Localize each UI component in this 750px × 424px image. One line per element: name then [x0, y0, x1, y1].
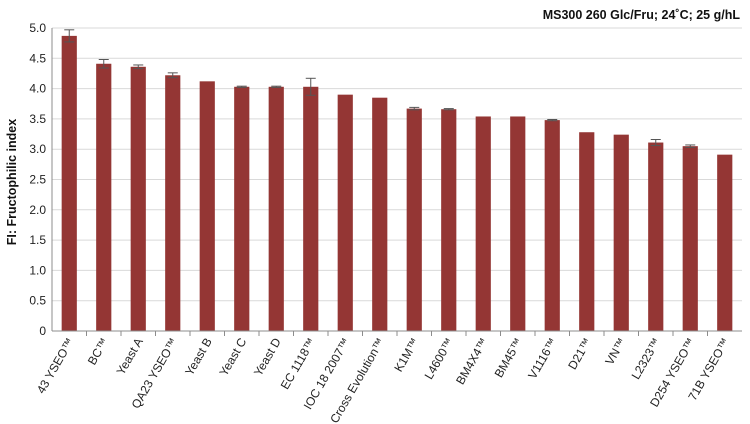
- bar: [406, 108, 422, 332]
- bar: [613, 134, 629, 331]
- y-tick-labels: 0 0.5 1.0 1.5 2.0 2.5 3.0 3.5 4.0 4.5 5.0: [29, 21, 46, 338]
- bar: [165, 75, 181, 331]
- bar: [372, 97, 388, 331]
- bar: [268, 86, 284, 331]
- bar: [544, 120, 560, 331]
- y-tick-label: 2.0: [29, 203, 46, 217]
- y-tick-label: 4.5: [29, 51, 46, 65]
- y-tick-label: 1.0: [29, 263, 46, 277]
- error-bar: [409, 106, 420, 111]
- error-bar: [547, 119, 558, 122]
- error-bar: [236, 85, 247, 88]
- y-tick-label: 0: [39, 324, 46, 338]
- y-tick-label: 3.0: [29, 142, 46, 156]
- y-tick-label: 3.5: [29, 112, 46, 126]
- x-tick-label: Yeast A: [114, 336, 146, 378]
- x-tick-label: Yeast B: [182, 336, 215, 378]
- error-bar: [443, 108, 454, 111]
- bar: [61, 35, 77, 332]
- x-tick-label: K1M™: [391, 336, 421, 375]
- y-tick-label: 4.0: [29, 82, 46, 96]
- y-tick-label: 0.5: [29, 294, 46, 308]
- x-tick-label: V1116™: [525, 336, 560, 382]
- y-tick-label: 1.5: [29, 233, 46, 247]
- y-tick-label: 2.5: [29, 173, 46, 187]
- y-axis-label: FI: Fructophilic index: [5, 119, 19, 245]
- x-tick-label: BM4X4™: [453, 336, 491, 387]
- error-bar: [133, 64, 144, 70]
- bar: [234, 86, 250, 331]
- error-bar: [650, 139, 661, 147]
- gridlines: [52, 27, 742, 302]
- error-bar: [64, 29, 75, 43]
- error-bar: [167, 72, 178, 79]
- bar: [717, 154, 733, 331]
- bar: [510, 116, 526, 331]
- x-tick-label: 43 YSEO™: [34, 336, 77, 397]
- x-tick-label: D21™: [565, 336, 594, 372]
- bar: [648, 142, 664, 331]
- x-tick-label: L4600™: [422, 336, 457, 382]
- bar: [96, 63, 112, 332]
- bar: [475, 116, 491, 331]
- error-bar: [271, 85, 282, 88]
- x-tick-label: L2323™: [629, 336, 664, 382]
- bar: [579, 132, 595, 331]
- bar: [337, 94, 353, 331]
- x-tick-label: BC™: [85, 336, 111, 368]
- bar: [199, 81, 215, 331]
- bars: [61, 35, 733, 332]
- x-tick-label: BM45™: [492, 336, 526, 381]
- error-bars: [64, 29, 696, 148]
- x-tick-label: Yeast C: [216, 335, 249, 378]
- chart-title: MS300 260 Glc/Fru; 24˚C; 25 g/hL: [543, 8, 741, 22]
- error-bar: [98, 59, 109, 69]
- x-tick-label: Yeast D: [251, 335, 284, 378]
- bar: [303, 86, 319, 331]
- bar: [441, 109, 457, 331]
- y-tick-label: 5.0: [29, 21, 46, 35]
- error-bar: [305, 77, 316, 96]
- bar: [682, 146, 698, 331]
- error-bar: [685, 144, 696, 148]
- x-tick-label: VN™: [602, 336, 628, 368]
- bar: [130, 66, 146, 331]
